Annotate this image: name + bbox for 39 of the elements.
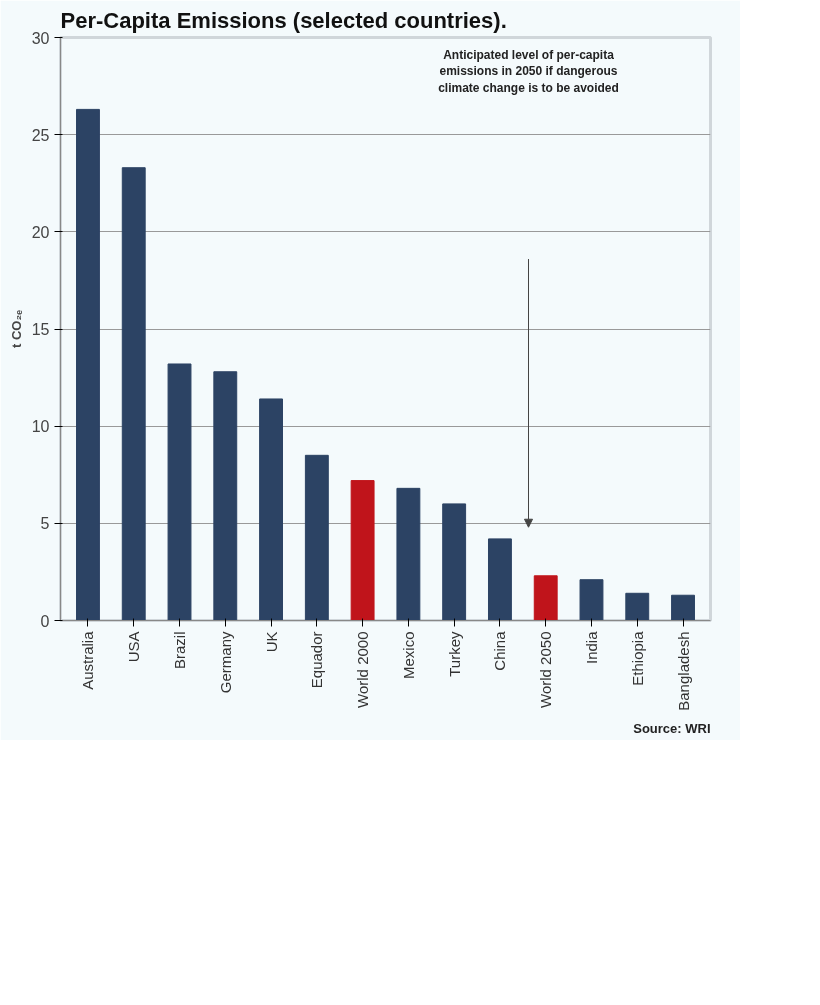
annotation: Anticipated level of per-capita emissions in 2050 if dangerous climate change is to be avoided bbox=[438, 47, 619, 96]
x-tick-label: World 2000 bbox=[354, 631, 372, 708]
bar bbox=[121, 167, 146, 621]
y-tick-label: 25 bbox=[31, 126, 50, 144]
x-tick-label: World 2050 bbox=[537, 631, 555, 708]
bar bbox=[167, 363, 192, 621]
x-tick-label: Brazil bbox=[171, 631, 189, 670]
x-tick-label: China bbox=[491, 630, 509, 671]
bar bbox=[304, 454, 329, 621]
x-tick-label: Germany bbox=[216, 631, 234, 694]
bar bbox=[76, 108, 100, 621]
x-tick-label: Australia bbox=[79, 630, 97, 690]
y-tick-label: 15 bbox=[31, 321, 50, 338]
x-tick-label: India bbox=[582, 630, 600, 665]
x-tick-label: USA bbox=[125, 631, 143, 663]
bar bbox=[579, 579, 604, 621]
y-tick-label: 20 bbox=[31, 223, 50, 241]
y-tick-label: 5 bbox=[40, 515, 50, 533]
x-tick-label: Ethiopia bbox=[628, 630, 646, 686]
bar bbox=[487, 538, 512, 621]
bar bbox=[259, 398, 284, 621]
x-tick-label: Turkey bbox=[445, 631, 463, 677]
bar bbox=[396, 487, 421, 621]
bar bbox=[625, 592, 650, 621]
bar bbox=[350, 480, 375, 621]
bar bbox=[442, 503, 467, 621]
y-tick-label: 30 bbox=[31, 29, 50, 47]
x-tick-label: Mexico bbox=[399, 631, 417, 680]
y-tick-label: 0 bbox=[40, 612, 50, 630]
bar bbox=[213, 371, 238, 621]
x-tick-label: Equador bbox=[308, 631, 326, 689]
source-note: Source: WRI bbox=[633, 720, 711, 736]
x-tick-label: Bangladesh bbox=[674, 631, 692, 711]
y-axis-title: t CO₂ₑ bbox=[8, 309, 24, 349]
bar bbox=[533, 575, 558, 621]
y-tick-label: 10 bbox=[31, 418, 50, 436]
x-tick-label: UK bbox=[262, 631, 280, 653]
bar bbox=[671, 594, 695, 621]
chart-title: Per-Capita Emissions (selected countries). bbox=[60, 7, 507, 33]
